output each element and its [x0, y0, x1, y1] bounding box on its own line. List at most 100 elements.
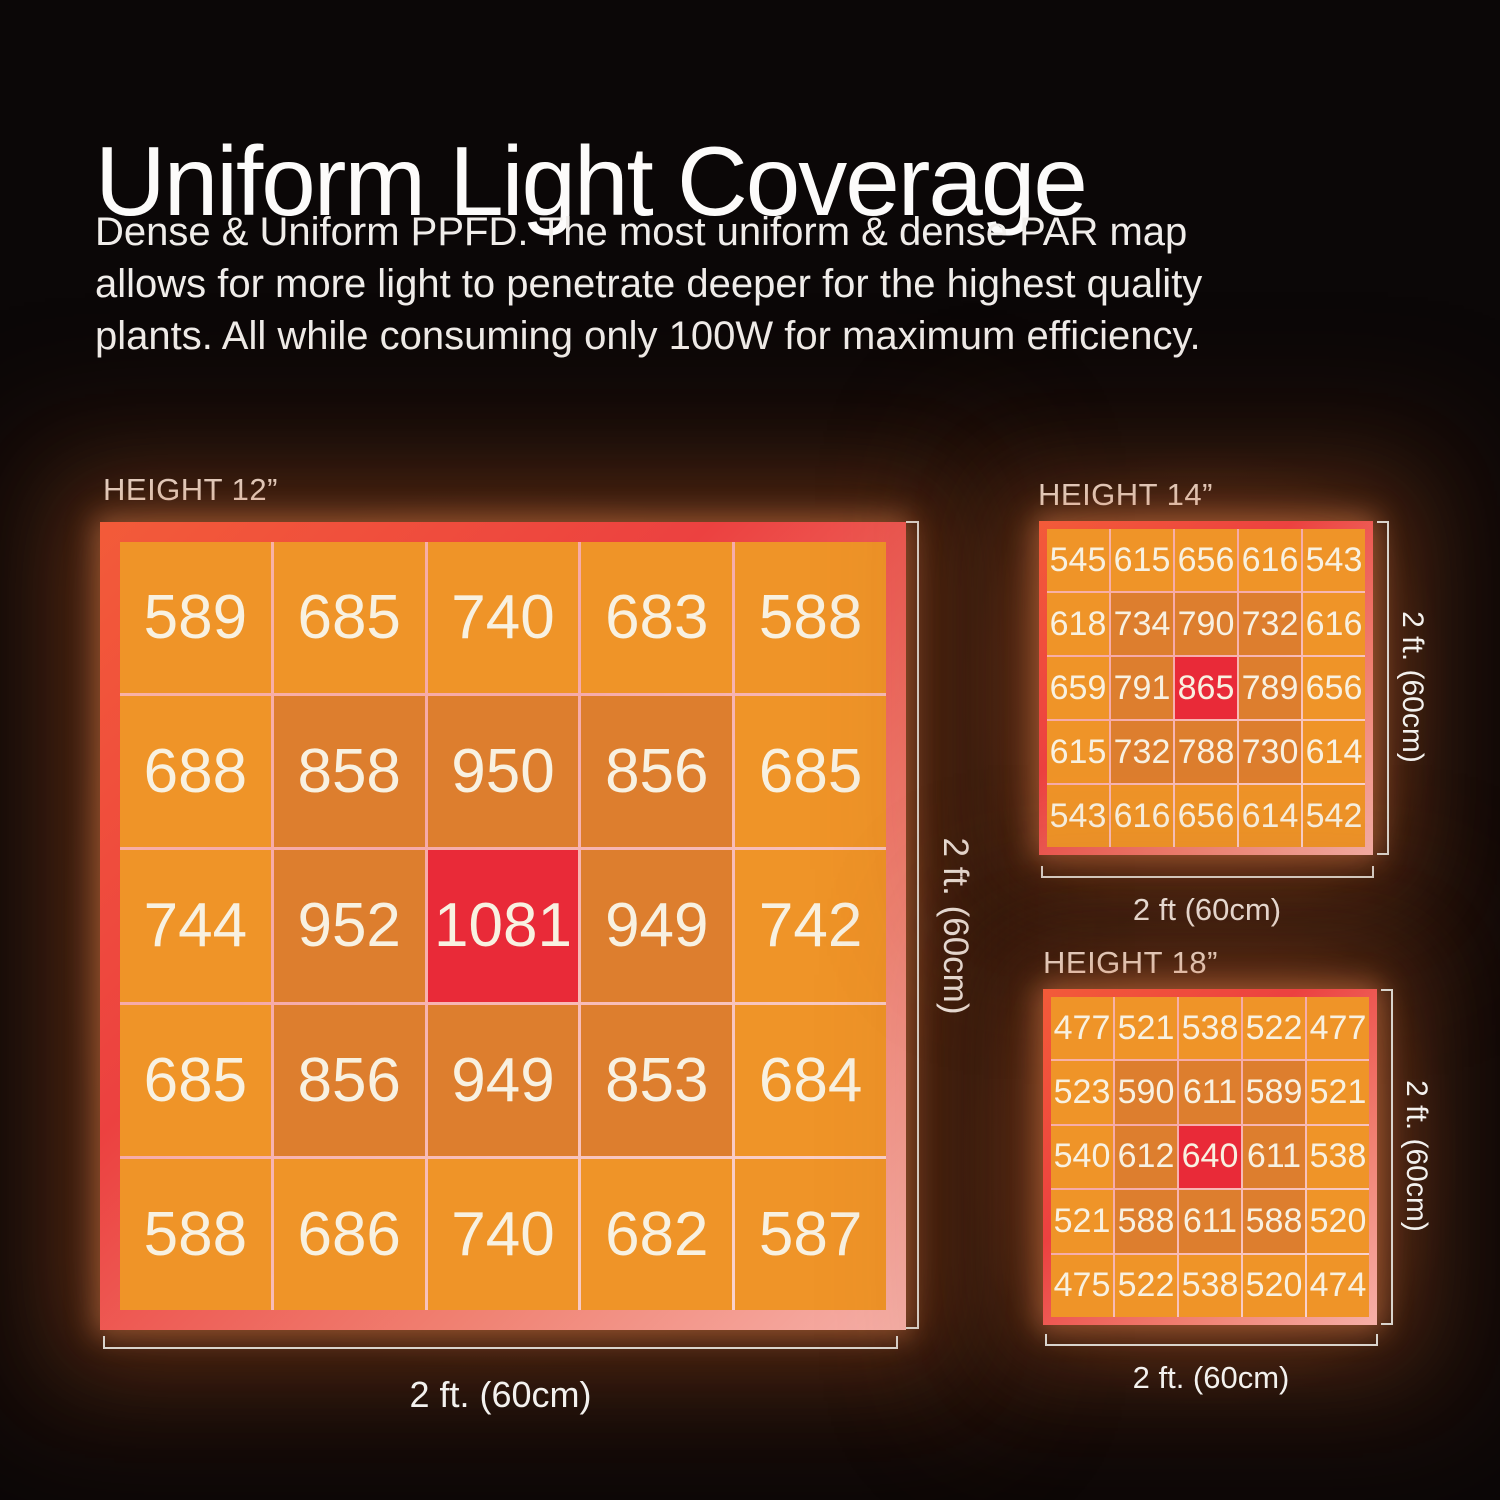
ppfd-cell: 616 — [1239, 529, 1301, 591]
heatmap-title-12in: HEIGHT 12” — [103, 472, 278, 507]
height-dimension-label: 2 ft. (60cm) — [1400, 1080, 1433, 1232]
ppfd-cell: 521 — [1115, 997, 1177, 1060]
description-line: allows for more light to penetrate deepe… — [95, 262, 1203, 306]
ppfd-cell: 612 — [1115, 1125, 1177, 1189]
ppfd-cell: 588 — [735, 542, 886, 694]
ppfd-cell: 538 — [1179, 1254, 1241, 1317]
ppfd-cell: 865 — [1175, 657, 1237, 719]
ppfd-cell: 614 — [1303, 721, 1365, 783]
ppfd-cell: 616 — [1303, 593, 1365, 655]
ppfd-cell: 590 — [1115, 1061, 1177, 1124]
ppfd-cell: 474 — [1307, 1254, 1369, 1317]
ppfd-cell: 522 — [1115, 1254, 1177, 1317]
ppfd-cell: 542 — [1303, 785, 1365, 847]
ppfd-cell: 790 — [1175, 593, 1237, 655]
ppfd-cell: 656 — [1175, 785, 1237, 847]
ppfd-cell: 588 — [120, 1158, 271, 1310]
ppfd-cell: 543 — [1047, 785, 1109, 847]
ppfd-cell: 949 — [581, 850, 733, 1002]
ppfd-cell: 856 — [273, 1004, 425, 1156]
ppfd-cell: 682 — [581, 1158, 733, 1310]
ppfd-cell: 611 — [1179, 1190, 1241, 1253]
ppfd-cell: 615 — [1111, 529, 1173, 591]
height-dimension-bracket — [1377, 521, 1389, 855]
ppfd-cell: 477 — [1051, 997, 1113, 1060]
ppfd-cell: 789 — [1239, 657, 1301, 719]
height-dimension-bracket — [1381, 989, 1393, 1325]
width-dimension-label: 2 ft (60cm) — [1132, 892, 1282, 927]
ppfd-grid-18in: 477 521 538 522 477 523 590 611 589 521 540 612 640 6… — [1051, 997, 1369, 1317]
ppfd-cell: 520 — [1243, 1254, 1305, 1317]
ppfd-cell: 685 — [120, 1004, 271, 1156]
ppfd-cell: 730 — [1239, 721, 1301, 783]
ppfd-cell: 1081 — [427, 850, 579, 1002]
ppfd-cell: 543 — [1303, 529, 1365, 591]
ppfd-cell: 688 — [120, 696, 271, 848]
ppfd-cell: 615 — [1047, 721, 1109, 783]
ppfd-cell: 740 — [427, 542, 579, 694]
ppfd-cell: 588 — [1115, 1190, 1177, 1253]
ppfd-cell: 618 — [1047, 593, 1109, 655]
ppfd-cell: 475 — [1051, 1254, 1113, 1317]
heatmap-frame-18in: 477 521 538 522 477 523 590 611 589 521 540 612 640 6… — [1043, 989, 1377, 1325]
ppfd-cell: 856 — [581, 696, 733, 848]
ppfd-cell: 521 — [1051, 1190, 1113, 1253]
ppfd-cell: 616 — [1111, 785, 1173, 847]
ppfd-cell: 521 — [1307, 1061, 1369, 1124]
ppfd-cell: 732 — [1111, 721, 1173, 783]
heatmap-frame-14in: 545 615 656 616 543 618 734 790 732 616 659 791 865 7… — [1039, 521, 1373, 855]
ppfd-cell: 587 — [735, 1158, 886, 1310]
ppfd-cell: 734 — [1111, 593, 1173, 655]
width-dimension-bracket — [1045, 1334, 1378, 1346]
ppfd-cell: 853 — [581, 1004, 733, 1156]
height-dimension-bracket — [906, 521, 919, 1329]
ppfd-cell: 685 — [273, 542, 425, 694]
heatmap-title-18in: HEIGHT 18” — [1043, 945, 1218, 980]
ppfd-cell: 788 — [1175, 721, 1237, 783]
height-dimension-label: 2 ft. (60cm) — [936, 837, 975, 1015]
ppfd-cell: 656 — [1175, 529, 1237, 591]
ppfd-cell: 589 — [120, 542, 271, 694]
ppfd-cell: 545 — [1047, 529, 1109, 591]
ppfd-cell: 732 — [1239, 593, 1301, 655]
ppfd-cell: 744 — [120, 850, 271, 1002]
ppfd-cell: 640 — [1179, 1125, 1241, 1189]
width-dimension-bracket — [1041, 866, 1374, 878]
ppfd-cell: 520 — [1307, 1190, 1369, 1253]
ppfd-cell: 686 — [273, 1158, 425, 1310]
page-description: Dense & Uniform PPFD. The most uniform &… — [95, 206, 1202, 362]
ppfd-cell: 522 — [1243, 997, 1305, 1060]
ppfd-cell: 614 — [1239, 785, 1301, 847]
description-line: plants. All while consuming only 100W fo… — [95, 314, 1201, 358]
height-dimension-label: 2 ft. (60cm) — [1396, 611, 1429, 763]
ppfd-cell: 477 — [1307, 997, 1369, 1060]
width-dimension-label: 2 ft. (60cm) — [1132, 1360, 1290, 1395]
ppfd-cell: 740 — [427, 1158, 579, 1310]
ppfd-cell: 611 — [1243, 1125, 1305, 1189]
ppfd-cell: 611 — [1179, 1061, 1241, 1124]
ppfd-cell: 684 — [735, 1004, 886, 1156]
heatmap-frame-12in: 589 685 740 683 588 688 858 950 856 685 744 952 1081… — [100, 522, 906, 1330]
ppfd-cell: 858 — [273, 696, 425, 848]
page-title: Uniform Light Coverage — [95, 125, 1088, 236]
width-dimension-label: 2 ft. (60cm) — [409, 1374, 592, 1415]
ppfd-cell: 683 — [581, 542, 733, 694]
ppfd-cell: 952 — [273, 850, 425, 1002]
ppfd-cell: 538 — [1307, 1125, 1369, 1189]
ppfd-cell: 538 — [1179, 997, 1241, 1060]
ppfd-cell: 540 — [1051, 1125, 1113, 1189]
ppfd-cell: 523 — [1051, 1061, 1113, 1124]
heatmap-title-14in: HEIGHT 14” — [1038, 477, 1213, 512]
ppfd-cell: 742 — [735, 850, 886, 1002]
ppfd-cell: 791 — [1111, 657, 1173, 719]
ppfd-cell: 685 — [735, 696, 886, 848]
width-dimension-bracket — [103, 1336, 898, 1349]
ppfd-cell: 589 — [1243, 1061, 1305, 1124]
ppfd-cell: 588 — [1243, 1190, 1305, 1253]
ppfd-cell: 656 — [1303, 657, 1365, 719]
ppfd-grid-14in: 545 615 656 616 543 618 734 790 732 616 659 791 865 7… — [1047, 529, 1365, 847]
ppfd-grid-12in: 589 685 740 683 588 688 858 950 856 685 744 952 1081… — [120, 542, 886, 1310]
description-line: Dense & Uniform PPFD. The most uniform &… — [95, 210, 1188, 254]
ppfd-cell: 659 — [1047, 657, 1109, 719]
